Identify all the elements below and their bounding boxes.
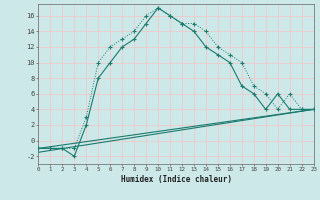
- X-axis label: Humidex (Indice chaleur): Humidex (Indice chaleur): [121, 175, 231, 184]
